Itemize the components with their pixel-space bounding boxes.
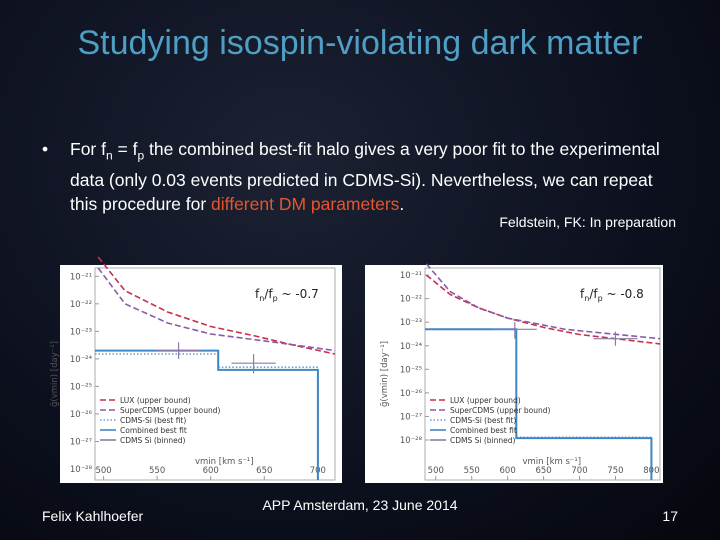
legend-label: Combined best fit [120,426,187,435]
legend-label: SuperCDMS (upper bound) [450,406,551,415]
plot-image-left [60,265,342,483]
y-axis-label: g̃(vmin) [day⁻¹] [380,341,390,407]
y-tick-label: 10⁻²⁸ [400,436,423,446]
y-tick-label: 10⁻²⁵ [400,365,422,375]
legend-label: LUX (upper bound) [450,396,521,405]
x-tick-label: 500 [95,466,111,476]
annotation: fn/fp ~ -0.7 [255,287,319,303]
x-tick-label: 700 [571,466,587,476]
series-line [97,267,336,352]
annotation-segment: p [273,294,278,303]
axes-frame [424,267,661,481]
y-tick-label: 10⁻²⁶ [70,410,93,420]
bullet-text: For fn = fp the combined best-fit halo g… [70,137,670,216]
text-segment: the combined best-fit halo gives a very … [70,139,660,214]
slide-title: Studying isospin-violating dark matter [77,24,643,62]
annotation-segment: ~ -0.8 [603,287,644,301]
x-tick-label: 600 [203,466,219,476]
footer-event: APP Amsterdam, 23 June 2014 [262,497,458,513]
y-tick-label: 10⁻²⁵ [70,382,92,392]
plot-image-right [365,265,663,483]
x-tick-label: 600 [500,466,516,476]
x-tick-label: 500 [428,466,444,476]
series-line [97,256,336,355]
annotation: fn/fp ~ -0.8 [580,287,644,303]
x-tick-label: 650 [256,466,272,476]
page-number: 17 [662,508,678,524]
annotation-segment: n [584,294,589,303]
series-line [425,274,661,345]
annotation-segment: ~ -0.7 [278,287,319,301]
y-tick-label: 10⁻²³ [400,318,422,328]
legend-label: SuperCDMS (upper bound) [120,406,221,415]
text-segment: different DM parameters [211,193,400,214]
series-line [425,263,661,340]
legend-label: LUX (upper bound) [120,396,191,405]
y-tick-label: 10⁻²⁴ [400,342,423,352]
annotation-segment: n [259,294,264,303]
legend-label: CDMS-Si (best fit) [450,416,516,425]
annotation-segment: p [598,294,603,303]
bullet-marker: • [42,139,49,159]
annotation-segment: f [255,287,260,301]
text-segment: . [399,193,405,214]
legend-label: CDMS-Si (best fit) [120,416,186,425]
x-tick-label: 550 [149,466,165,476]
x-tick-label: 550 [464,466,480,476]
y-tick-label: 10⁻²⁶ [400,389,423,399]
y-tick-label: 10⁻²³ [70,327,92,337]
y-tick-label: 10⁻²⁸ [70,465,93,475]
y-tick-label: 10⁻²⁷ [70,438,93,448]
legend-label: CDMS Si (binned) [450,436,516,445]
text-segment: p [137,148,145,163]
y-tick-label: 10⁻²² [70,300,92,310]
annotation-segment: /f [589,287,598,301]
x-tick-label: 650 [535,466,551,476]
x-axis-label: vmin [km s⁻¹] [523,457,582,467]
annotation-segment: /f [264,287,273,301]
legend-label: Combined best fit [450,426,517,435]
y-tick-label: 10⁻²¹ [70,272,92,282]
x-tick-label: 750 [607,466,623,476]
series-line [425,328,653,480]
axes-frame [94,267,336,481]
text-segment: n [105,148,113,163]
y-tick-label: 10⁻²⁴ [70,355,93,365]
y-tick-label: 10⁻²² [400,295,422,305]
text-segment: = f [112,139,138,159]
footer-author: Felix Kahlhoefer [42,508,144,524]
y-tick-label: 10⁻²¹ [400,271,422,281]
x-axis-label: vmin [km s⁻¹] [195,457,254,467]
citation: Feldstein, FK: In preparation [499,214,676,230]
legend-label: CDMS Si (binned) [120,436,186,445]
text-segment: For f [70,139,106,159]
y-axis-label: g̃(vmin) [day⁻¹] [50,341,60,407]
annotation-segment: f [580,287,585,301]
y-tick-label: 10⁻²⁷ [400,412,423,422]
